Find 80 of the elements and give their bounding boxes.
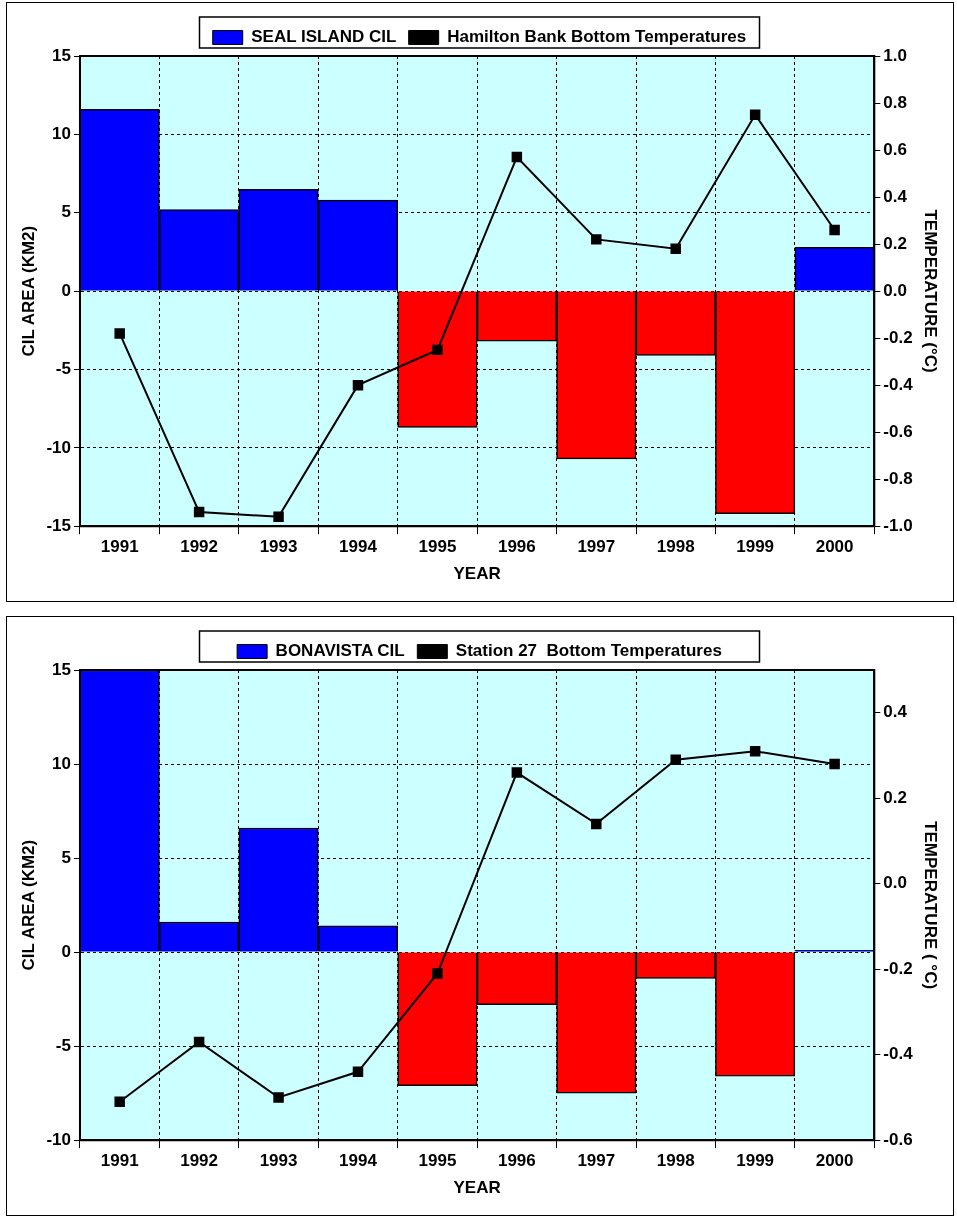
y-axis-title: CIL AREA (KM2) [18, 225, 38, 357]
y-tick-label: 0 [61, 941, 71, 961]
y-tick-label: 10 [52, 753, 71, 773]
x-tick-label: 1991 [100, 537, 139, 557]
y2-tick-label: 0.4 [883, 186, 908, 206]
x-tick-label: 1997 [577, 537, 616, 557]
point [432, 968, 443, 979]
x-tick-label: 1999 [736, 537, 775, 557]
y2-tick-label: -0.6 [883, 421, 913, 441]
x-axis-title: YEAR [453, 564, 501, 584]
y2-tick-label: -0.4 [883, 1044, 914, 1064]
x-tick-label: 1999 [736, 1151, 775, 1171]
y2-tick-label: 0.8 [883, 92, 907, 112]
y-tick-label: 10 [52, 124, 71, 144]
x-tick-label: 1993 [259, 537, 298, 557]
y2-tick-label: -0.2 [883, 327, 913, 347]
legend-label: SEAL ISLAND CIL [251, 27, 397, 47]
point [352, 1066, 364, 1078]
legend-label: BONAVISTA CIL [275, 641, 405, 661]
x-tick-label: 1995 [418, 1151, 457, 1171]
x-tick-label: 1991 [100, 1151, 139, 1171]
y2-tick-label: 0.0 [883, 873, 907, 893]
point [193, 506, 205, 518]
x-tick-label: 1997 [577, 1151, 616, 1171]
x-tick-label: 1992 [180, 537, 219, 557]
x-tick-label: 1996 [497, 1151, 536, 1171]
point [511, 151, 523, 163]
x-tick-label: 1998 [656, 537, 695, 557]
x-tick-label: 2000 [815, 537, 854, 557]
x-tick-label: 1994 [339, 537, 378, 557]
x-tick-label: 1992 [180, 1151, 219, 1171]
y-tick-label: -5 [55, 1035, 71, 1055]
x-tick-label: 1998 [656, 1151, 695, 1171]
y-axis-title: CIL AREA (KM2) [18, 839, 38, 971]
y-tick-label: -15 [46, 515, 71, 535]
y-tick-label: -10 [46, 1129, 71, 1149]
y2-tick-label: 0.2 [883, 233, 907, 253]
point [114, 328, 125, 339]
y2-axis-title: TEMPERATURE ( °C) [921, 821, 941, 990]
y2-tick-label: -0.4 [883, 374, 914, 394]
y2-tick-label: 0.6 [883, 139, 907, 159]
y2-tick-label: 1.0 [883, 45, 907, 65]
point [432, 344, 443, 356]
point [511, 767, 523, 778]
point [749, 109, 761, 121]
y2-axis-title: TEMPERATURE (°C) [921, 209, 941, 373]
point [591, 234, 602, 245]
y-tick-label: -5 [55, 359, 71, 379]
point [829, 758, 840, 770]
x-tick-label: 1996 [497, 537, 536, 557]
point [273, 1092, 284, 1103]
point [114, 1096, 125, 1107]
point [829, 224, 840, 236]
point [670, 243, 681, 255]
x-tick-label: 1994 [339, 1151, 378, 1171]
x-tick-label: 2000 [815, 1151, 854, 1171]
point [273, 511, 284, 523]
y-tick-label: 15 [52, 45, 71, 65]
point [193, 1036, 205, 1048]
y-tick-label: 5 [61, 847, 71, 867]
legend-label: Station 27 Bottom Temperatures [455, 641, 722, 661]
y-tick-label: 0 [61, 280, 71, 300]
x-tick-label: 1995 [418, 537, 457, 557]
y-tick-label: 15 [52, 659, 71, 679]
y2-tick-label: -0.8 [883, 468, 913, 488]
y2-tick-label: 0.0 [883, 280, 907, 300]
y-tick-label: -10 [46, 437, 71, 457]
legend-label: Hamilton Bank Bottom Temperatures [447, 27, 747, 47]
point [352, 379, 364, 391]
point [591, 818, 602, 830]
y2-tick-label: -0.6 [883, 1129, 913, 1149]
y2-tick-label: 0.4 [883, 702, 908, 722]
y-tick-label: 5 [61, 202, 71, 222]
x-axis-title: YEAR [453, 1178, 501, 1198]
point [670, 754, 681, 766]
point [749, 745, 761, 757]
x-tick-label: 1993 [259, 1151, 298, 1171]
y2-tick-label: -1.0 [883, 515, 913, 535]
y2-tick-label: -0.2 [883, 958, 913, 978]
y2-tick-label: 0.2 [883, 787, 907, 807]
